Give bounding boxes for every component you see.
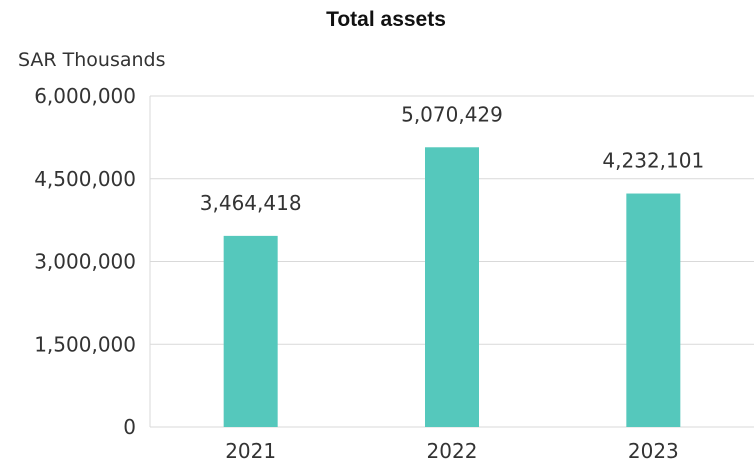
bar-2021	[223, 235, 278, 427]
data-label-2022: 5,070,429	[401, 102, 503, 126]
y-tick-label: 4,500,000	[34, 167, 136, 191]
x-tick-label-2021: 2021	[225, 439, 276, 463]
data-label-2023: 4,232,101	[602, 149, 704, 173]
y-axis-ticks: 0 1,500,000 3,000,000 4,500,000 6,000,000	[34, 84, 136, 439]
y-tick-label: 1,500,000	[34, 332, 136, 356]
y-tick-label: 0	[123, 415, 136, 439]
x-tick-label-2022: 2022	[427, 439, 478, 463]
data-labels: 3,464,418 5,070,429 4,232,101	[200, 102, 704, 215]
y-axis-unit-label: SAR Thousands	[18, 49, 166, 71]
data-label-2021: 3,464,418	[200, 191, 302, 215]
y-tick-label: 3,000,000	[34, 250, 136, 274]
chart-title: Total assets	[326, 8, 446, 31]
y-tick-label: 6,000,000	[34, 84, 136, 108]
bar-2023	[626, 193, 681, 427]
x-tick-label-2023: 2023	[628, 439, 679, 463]
x-axis-ticks: 2021 2022 2023	[225, 439, 679, 463]
bars	[223, 147, 681, 428]
bar-2022	[425, 147, 479, 428]
